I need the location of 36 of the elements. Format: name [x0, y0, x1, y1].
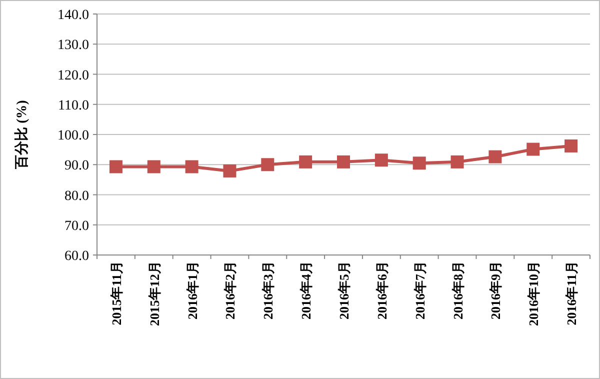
- x-tick-label: 2016年2月: [222, 261, 238, 320]
- y-tick-label: 80.0: [64, 188, 89, 204]
- point: [185, 160, 198, 174]
- point: [374, 154, 388, 167]
- x-tick-label: 2015年12月: [146, 261, 162, 326]
- y-tick-label: 120.0: [58, 68, 89, 84]
- y-tick-label: 130.0: [58, 38, 89, 54]
- x-tick-label: 2016年4月: [298, 261, 314, 320]
- point: [147, 160, 160, 174]
- point: [337, 155, 350, 168]
- x-tick-label: 2016年10月: [526, 261, 542, 326]
- point: [450, 155, 464, 168]
- point: [488, 150, 502, 164]
- y-tick-label: 60.0: [64, 249, 89, 264]
- x-tick-label: 2016年11月: [564, 261, 580, 326]
- point: [526, 142, 540, 156]
- x-tick-label: 2016年3月: [260, 261, 276, 320]
- y-tick-label: 70.0: [64, 218, 89, 234]
- y-axis-title: 百分比 (%): [14, 100, 30, 170]
- y-tick-label: 100.0: [58, 128, 89, 144]
- x-tick-label: 2016年5月: [336, 261, 352, 320]
- x-tick-label: 2016年1月: [184, 261, 200, 320]
- x-tick-label: 2016年6月: [374, 261, 390, 320]
- x-tick-label: 2016年8月: [450, 261, 466, 320]
- point: [412, 156, 426, 170]
- point: [109, 160, 122, 174]
- x-tick-label: 2015年11月: [108, 261, 124, 326]
- point: [261, 158, 274, 172]
- y-tick-label: 110.0: [58, 98, 89, 114]
- point: [223, 164, 236, 178]
- point: [564, 139, 578, 152]
- y-tick-label: 140.0: [58, 8, 89, 23]
- x-tick-label: 2016年9月: [488, 261, 504, 320]
- point: [299, 155, 312, 168]
- x-tick-label: 2016年7月: [412, 261, 428, 320]
- y-tick-label: 90.0: [64, 158, 89, 174]
